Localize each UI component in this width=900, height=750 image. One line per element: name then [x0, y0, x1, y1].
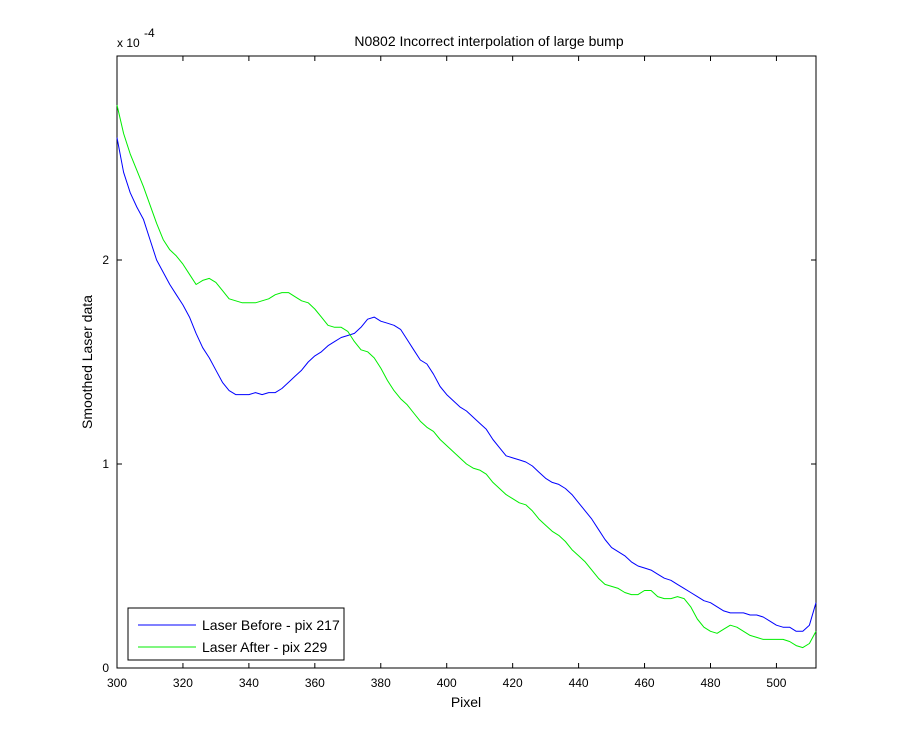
- x-tick-label: 500: [766, 676, 786, 690]
- x-tick-label: 480: [700, 676, 720, 690]
- y-axis-ticks: 0 1 2: [102, 253, 816, 675]
- y-multiplier-base: x 10: [117, 36, 140, 50]
- series-line-after: [116, 104, 817, 649]
- x-tick-label: 340: [239, 676, 259, 690]
- x-tick-label: 420: [503, 676, 523, 690]
- legend-box: [127, 607, 345, 661]
- legend: Laser Before - pix 217 Laser After - pix…: [127, 607, 345, 661]
- x-tick-label: 320: [173, 676, 193, 690]
- x-axis-ticks: 300 320 340 360 380 400 420 440 460 480 500: [107, 56, 787, 690]
- chart-title: N0802 Incorrect interpolation of large b…: [354, 33, 623, 49]
- y-multiplier: x 10 -4: [117, 26, 155, 50]
- x-tick-label: 400: [437, 676, 457, 690]
- y-tick-label: 1: [102, 457, 109, 471]
- series-group: [116, 104, 817, 649]
- plot-area: [116, 55, 817, 669]
- series-line-before: [116, 137, 817, 632]
- legend-label-before: Laser Before - pix 217: [202, 617, 340, 633]
- x-tick-label: 440: [569, 676, 589, 690]
- x-tick-label: 300: [107, 676, 127, 690]
- y-tick-label: 0: [102, 661, 109, 675]
- legend-label-after: Laser After - pix 229: [202, 639, 328, 655]
- y-tick-label: 2: [102, 253, 109, 267]
- y-axis-title: Smoothed Laser data: [79, 295, 95, 429]
- x-axis-title: Pixel: [451, 694, 481, 710]
- y-multiplier-exponent: -4: [144, 26, 155, 40]
- x-tick-label: 380: [371, 676, 391, 690]
- x-tick-label: 360: [305, 676, 325, 690]
- x-tick-label: 460: [635, 676, 655, 690]
